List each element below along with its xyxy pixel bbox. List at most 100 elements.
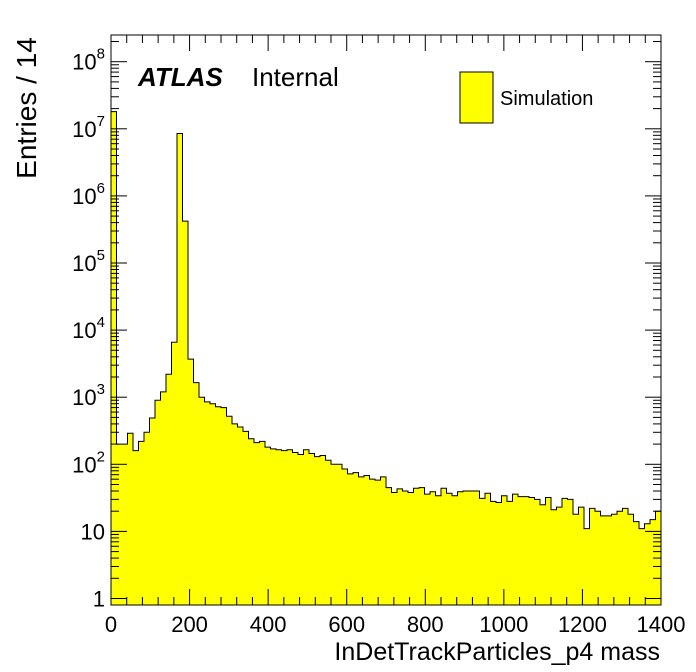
histogram-bin bbox=[347, 473, 353, 605]
histogram-bin bbox=[298, 454, 304, 605]
histogram-bin bbox=[474, 491, 480, 605]
atlas-status-label: Internal bbox=[252, 62, 339, 92]
histogram-bin bbox=[397, 488, 403, 605]
histogram-bin bbox=[221, 407, 227, 605]
histogram-bin bbox=[375, 480, 381, 605]
x-axis-label: InDetTrackParticles_p4 mass bbox=[334, 638, 660, 666]
histogram-bin bbox=[633, 521, 639, 605]
histogram-bin bbox=[567, 499, 573, 605]
histogram-bin bbox=[166, 374, 172, 605]
histogram-bin bbox=[210, 403, 216, 605]
histogram-bin bbox=[171, 342, 177, 605]
histogram-bin bbox=[589, 508, 595, 605]
histogram-bin bbox=[457, 491, 463, 605]
histogram-bin bbox=[177, 133, 183, 606]
y-tick-label: 106 bbox=[72, 180, 105, 209]
histogram-bin bbox=[468, 491, 474, 605]
histogram-bin bbox=[193, 382, 199, 605]
histogram-bin bbox=[111, 111, 117, 605]
histogram-bin bbox=[204, 401, 210, 605]
histogram-bin bbox=[617, 511, 623, 605]
histogram-bin bbox=[127, 433, 133, 605]
histogram-bin bbox=[501, 495, 507, 605]
x-tick-labels: 0 200 400 600 800 1000 1200 1400 bbox=[105, 612, 686, 637]
histogram-bin bbox=[584, 528, 590, 605]
histogram-bin bbox=[358, 476, 364, 605]
histogram-bin bbox=[430, 491, 436, 605]
y-tick-labels: 1 10 102 103 104 105 106 107 108 bbox=[72, 46, 105, 612]
y-axis-label: Entries / 14 bbox=[11, 37, 42, 179]
histogram-bin bbox=[562, 498, 568, 605]
x-tick-label: 400 bbox=[250, 612, 287, 637]
histogram-outline bbox=[110, 111, 662, 605]
x-tick-label: 1200 bbox=[558, 612, 607, 637]
histogram-bin bbox=[419, 487, 425, 605]
plot-frame bbox=[110, 34, 662, 606]
histogram-bin bbox=[215, 406, 221, 605]
histogram-bin bbox=[551, 509, 557, 605]
histogram-bin bbox=[452, 495, 458, 605]
histogram-bin bbox=[314, 456, 320, 605]
histogram-bin bbox=[507, 501, 513, 605]
histogram-bin bbox=[265, 447, 271, 605]
histogram-bin bbox=[182, 221, 188, 605]
histogram-bin bbox=[160, 391, 166, 605]
histogram-bin bbox=[485, 493, 491, 605]
histogram-bin bbox=[199, 397, 205, 605]
histogram-bin bbox=[369, 479, 375, 605]
histogram-bin bbox=[116, 444, 122, 605]
histogram-bin bbox=[639, 528, 645, 605]
histogram-bin bbox=[408, 492, 414, 605]
histogram-bin bbox=[248, 438, 254, 605]
histogram-bin bbox=[155, 400, 161, 605]
y-tick-label: 107 bbox=[72, 113, 105, 142]
histogram-bin bbox=[413, 488, 419, 605]
histogram-bin bbox=[122, 444, 128, 605]
histogram-bin bbox=[402, 491, 408, 605]
histogram-bin bbox=[573, 514, 579, 605]
histogram-bin bbox=[138, 441, 144, 605]
histogram-bin bbox=[435, 495, 441, 605]
histogram-bin bbox=[149, 417, 155, 605]
y-tick-label: 104 bbox=[72, 314, 105, 343]
histogram-bin bbox=[578, 507, 584, 605]
histogram-bin bbox=[133, 450, 139, 605]
histogram-bin bbox=[386, 487, 392, 605]
atlas-experiment-label: ATLAS bbox=[137, 62, 223, 92]
histogram-bin bbox=[259, 441, 265, 605]
histogram-bin bbox=[523, 496, 529, 605]
histogram-bin bbox=[424, 494, 430, 605]
histogram-bin bbox=[336, 464, 342, 605]
histogram-bin bbox=[232, 423, 238, 605]
y-tick-label: 108 bbox=[72, 46, 105, 75]
histogram-bin bbox=[331, 464, 337, 605]
histogram-bin bbox=[144, 432, 150, 605]
x-tick-label: 1000 bbox=[479, 612, 528, 637]
histogram-bin bbox=[622, 508, 628, 605]
y-tick-label: 1 bbox=[93, 586, 105, 611]
histogram-bin bbox=[534, 499, 540, 605]
histogram-bin bbox=[342, 469, 348, 605]
histogram-bin bbox=[364, 475, 370, 605]
histogram-bin bbox=[270, 448, 276, 605]
histogram-bin bbox=[512, 494, 518, 605]
histogram-bin bbox=[309, 453, 315, 605]
histogram-bin bbox=[529, 497, 535, 605]
y-tick-label: 10 bbox=[81, 519, 105, 544]
histogram-bin bbox=[325, 460, 331, 605]
histogram-bin bbox=[611, 514, 617, 605]
histogram-bin bbox=[281, 450, 287, 605]
histogram-bin bbox=[243, 431, 249, 605]
x-tick-label: 800 bbox=[407, 612, 444, 637]
histogram-bin bbox=[556, 507, 562, 605]
y-tick-label: 102 bbox=[72, 448, 105, 477]
y-tick-label: 103 bbox=[72, 381, 105, 410]
histogram-bin bbox=[518, 496, 524, 605]
x-tick-label: 200 bbox=[171, 612, 208, 637]
histogram-bin bbox=[292, 452, 298, 605]
histogram-bin bbox=[276, 449, 282, 605]
histogram-bin bbox=[595, 511, 601, 605]
histogram-bin bbox=[226, 416, 232, 605]
histogram-bin bbox=[628, 514, 634, 605]
